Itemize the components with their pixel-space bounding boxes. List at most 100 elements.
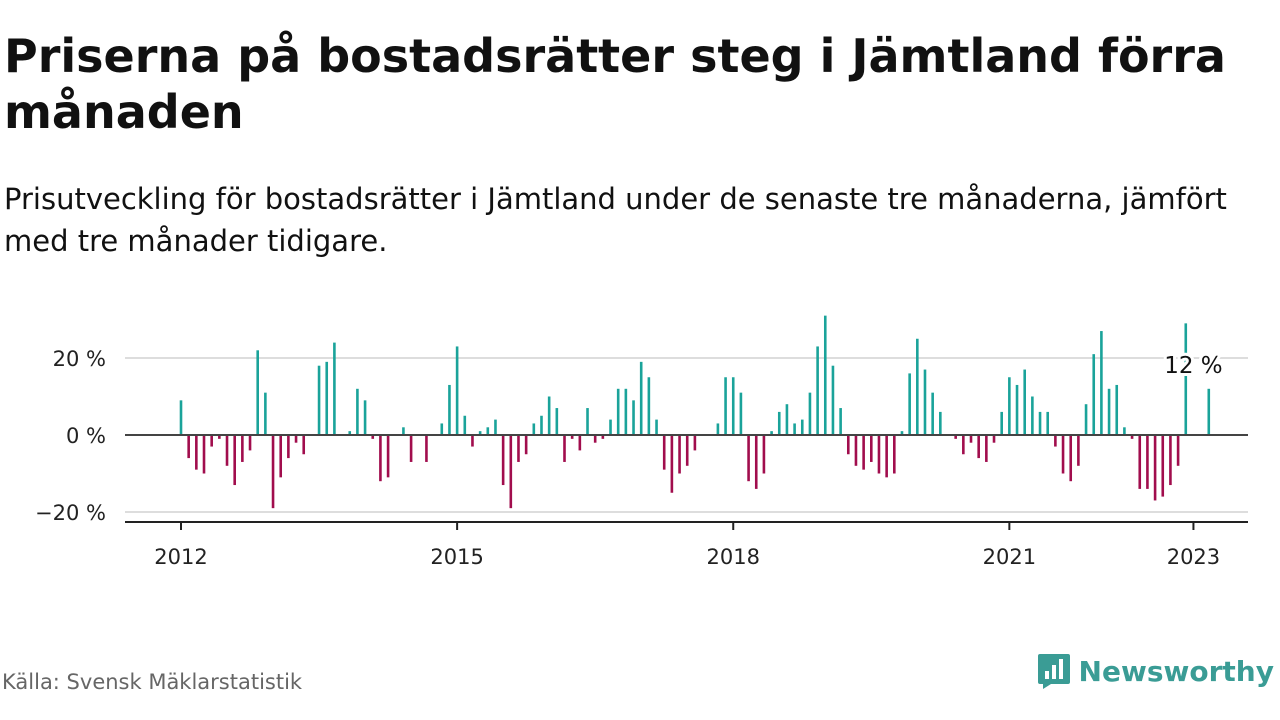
bar	[555, 408, 559, 435]
bar	[187, 435, 190, 459]
axes	[125, 434, 1248, 530]
bars	[179, 315, 1211, 509]
bar	[647, 377, 651, 435]
bar	[800, 419, 804, 435]
bar	[762, 435, 766, 474]
bar	[655, 419, 658, 435]
bar	[670, 435, 674, 493]
bar	[716, 423, 720, 435]
bar	[317, 365, 321, 435]
bar	[609, 419, 612, 435]
bar	[893, 435, 896, 474]
bar	[662, 435, 666, 470]
bar	[931, 392, 934, 435]
bar	[210, 435, 213, 447]
bar	[524, 435, 528, 455]
annotation-halo: 12 %	[1164, 353, 1222, 379]
bar	[333, 342, 336, 435]
bar	[233, 435, 236, 486]
bar	[793, 423, 796, 435]
bar	[616, 388, 620, 435]
bar	[785, 404, 789, 435]
gridlines	[125, 357, 1248, 513]
bar	[823, 315, 827, 435]
bar	[540, 415, 543, 435]
bar	[1115, 384, 1119, 435]
bar	[455, 346, 459, 435]
bar	[854, 435, 858, 466]
bar	[862, 435, 865, 470]
bar	[877, 435, 881, 474]
brand: Newsworthy	[1037, 652, 1274, 690]
bar	[916, 338, 919, 435]
bar	[225, 435, 229, 466]
bar	[440, 423, 444, 435]
bar	[248, 435, 252, 451]
bar	[1146, 435, 1149, 489]
bar	[962, 435, 965, 455]
bar	[195, 435, 198, 470]
bar	[1061, 435, 1065, 474]
bar	[1153, 435, 1157, 501]
bar	[363, 400, 367, 435]
bar	[386, 435, 390, 478]
brand-name: Newsworthy	[1078, 654, 1274, 688]
bar	[808, 392, 812, 435]
bar	[1038, 411, 1042, 435]
bar	[1207, 388, 1211, 435]
bar	[264, 392, 267, 435]
bar	[724, 377, 727, 435]
bar	[1008, 377, 1011, 435]
bar	[302, 435, 306, 455]
bar	[831, 365, 835, 435]
bar	[939, 411, 942, 435]
bar	[1015, 384, 1019, 435]
bar	[624, 388, 628, 435]
bar	[517, 435, 520, 462]
bar	[985, 435, 988, 462]
bar	[509, 435, 513, 509]
bar	[1100, 331, 1103, 435]
bar	[1031, 396, 1034, 435]
bar	[256, 350, 259, 435]
bar	[241, 435, 244, 462]
bar	[570, 435, 574, 439]
bar	[923, 369, 927, 435]
bar	[586, 408, 589, 435]
bar	[279, 435, 283, 478]
bar	[777, 411, 781, 435]
bar	[271, 435, 275, 509]
bar	[425, 435, 428, 462]
y-tick-label: −20 %	[35, 501, 106, 525]
bar	[348, 431, 352, 435]
bar	[471, 435, 474, 447]
bar	[1084, 404, 1088, 435]
bar	[870, 435, 873, 462]
bar	[1054, 435, 1057, 447]
bar	[739, 392, 743, 435]
bar	[356, 388, 359, 435]
bar	[202, 435, 206, 474]
x-tick-label: 2018	[707, 545, 760, 569]
x-tick-label: 2023	[1167, 545, 1220, 569]
bar	[501, 435, 505, 486]
bar	[409, 435, 413, 462]
bar	[601, 435, 605, 439]
bar	[287, 435, 290, 459]
bar	[839, 408, 842, 435]
bar	[547, 396, 551, 435]
bar	[1092, 354, 1096, 435]
bar	[1046, 411, 1050, 435]
bar	[1130, 435, 1134, 439]
bar	[693, 435, 697, 451]
bar	[731, 377, 735, 435]
bar	[379, 435, 382, 482]
source-note: Källa: Svensk Mäklarstatistik	[2, 670, 303, 694]
bar	[685, 435, 689, 466]
bar	[1077, 435, 1080, 466]
bar	[402, 427, 405, 435]
bar	[992, 435, 996, 443]
x-tick-label: 2015	[430, 545, 483, 569]
